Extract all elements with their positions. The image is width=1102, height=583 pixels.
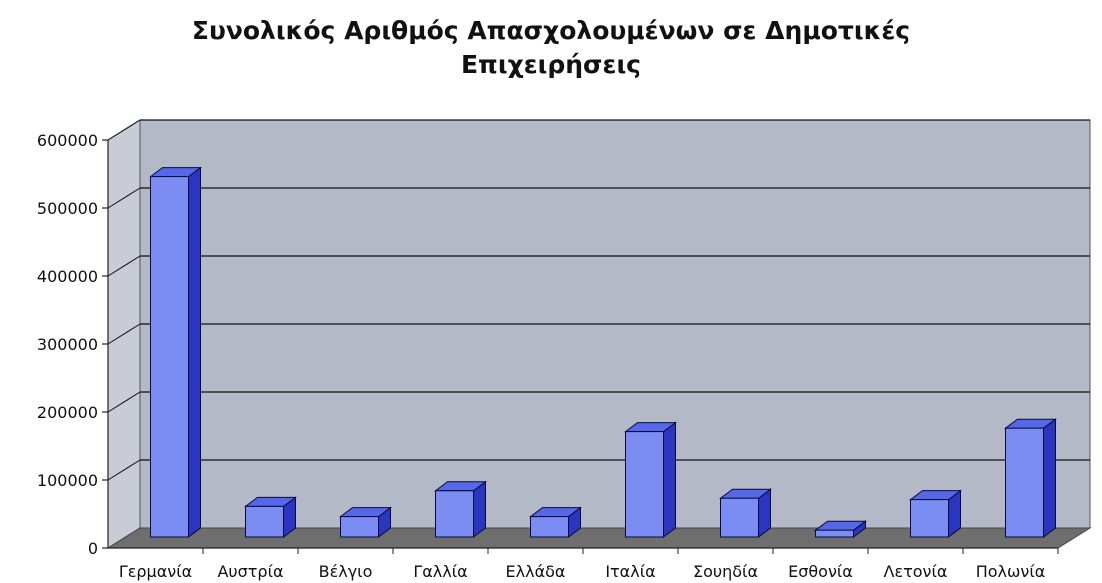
x-tick-label: Σουηδία bbox=[693, 562, 758, 581]
x-axis-labels: Γερμανία Αυστρία Βέλγιο Γαλλία Ελλάδα Ιταλία Σ… bbox=[119, 548, 1059, 581]
bar bbox=[338, 506, 393, 538]
y-tick-label: 600000 bbox=[37, 131, 98, 150]
bar-side bbox=[1043, 418, 1056, 538]
chart-title: Συνολικός Αριθμός Απασχολουμένων σε Δημο… bbox=[0, 14, 1102, 82]
x-tick-label: Ιταλία bbox=[605, 562, 655, 581]
bar-front bbox=[625, 431, 664, 538]
y-tick-label: 500000 bbox=[37, 199, 98, 218]
bar-front bbox=[910, 499, 949, 538]
bar-front bbox=[340, 516, 379, 538]
bar-front bbox=[530, 516, 569, 538]
bar bbox=[149, 166, 202, 538]
bar-side bbox=[473, 480, 486, 538]
x-tick-label: Γαλλία bbox=[413, 562, 467, 581]
y-axis: 0 100000 200000 300000 400000 500000 600000 bbox=[37, 131, 1058, 558]
x-tick-label: Βέλγιο bbox=[319, 562, 373, 581]
bar-front bbox=[720, 497, 759, 538]
chart-title-line-1: Συνολικός Αριθμός Απασχολουμένων σε Δημο… bbox=[191, 16, 911, 45]
gridline-side bbox=[107, 119, 141, 141]
bar bbox=[909, 489, 962, 538]
x-tick-label: Πολωνία bbox=[976, 562, 1046, 581]
bar-front bbox=[815, 529, 854, 538]
bar bbox=[814, 520, 867, 538]
gridline-side bbox=[107, 255, 141, 277]
bar-front bbox=[150, 176, 189, 538]
bar bbox=[624, 421, 677, 538]
bar bbox=[1004, 418, 1057, 538]
bar-side bbox=[663, 421, 676, 538]
bar-side bbox=[188, 166, 201, 538]
bar bbox=[434, 480, 487, 538]
y-tick-label: 300000 bbox=[37, 335, 98, 354]
gridlines bbox=[107, 119, 1090, 481]
x-tick-label: Λετονία bbox=[884, 562, 948, 581]
bars bbox=[149, 166, 1057, 538]
chart-title-line-2: Επιχειρήσεις bbox=[460, 50, 642, 79]
y-tick-label: 400000 bbox=[37, 267, 98, 286]
bar-front bbox=[1005, 427, 1044, 538]
bar-front bbox=[435, 490, 474, 538]
bar bbox=[528, 506, 583, 538]
x-tick-label: Γερμανία bbox=[119, 562, 192, 581]
x-tick-label: Ελλάδα bbox=[506, 562, 566, 581]
y-tick-label: 100000 bbox=[37, 471, 98, 490]
bar-front bbox=[245, 505, 284, 538]
x-tick-label: Εσθονία bbox=[788, 562, 853, 581]
bar bbox=[719, 488, 772, 538]
y-tick-label: 0 bbox=[88, 539, 98, 558]
gridline-side bbox=[107, 391, 141, 413]
y-tick-label: 200000 bbox=[37, 403, 98, 422]
gridline-side bbox=[107, 323, 141, 345]
bar bbox=[244, 496, 297, 538]
x-tick-label: Αυστρία bbox=[217, 562, 283, 581]
plot-walls bbox=[107, 119, 1091, 549]
gridline-side bbox=[107, 187, 141, 209]
gridline-side bbox=[107, 459, 141, 481]
